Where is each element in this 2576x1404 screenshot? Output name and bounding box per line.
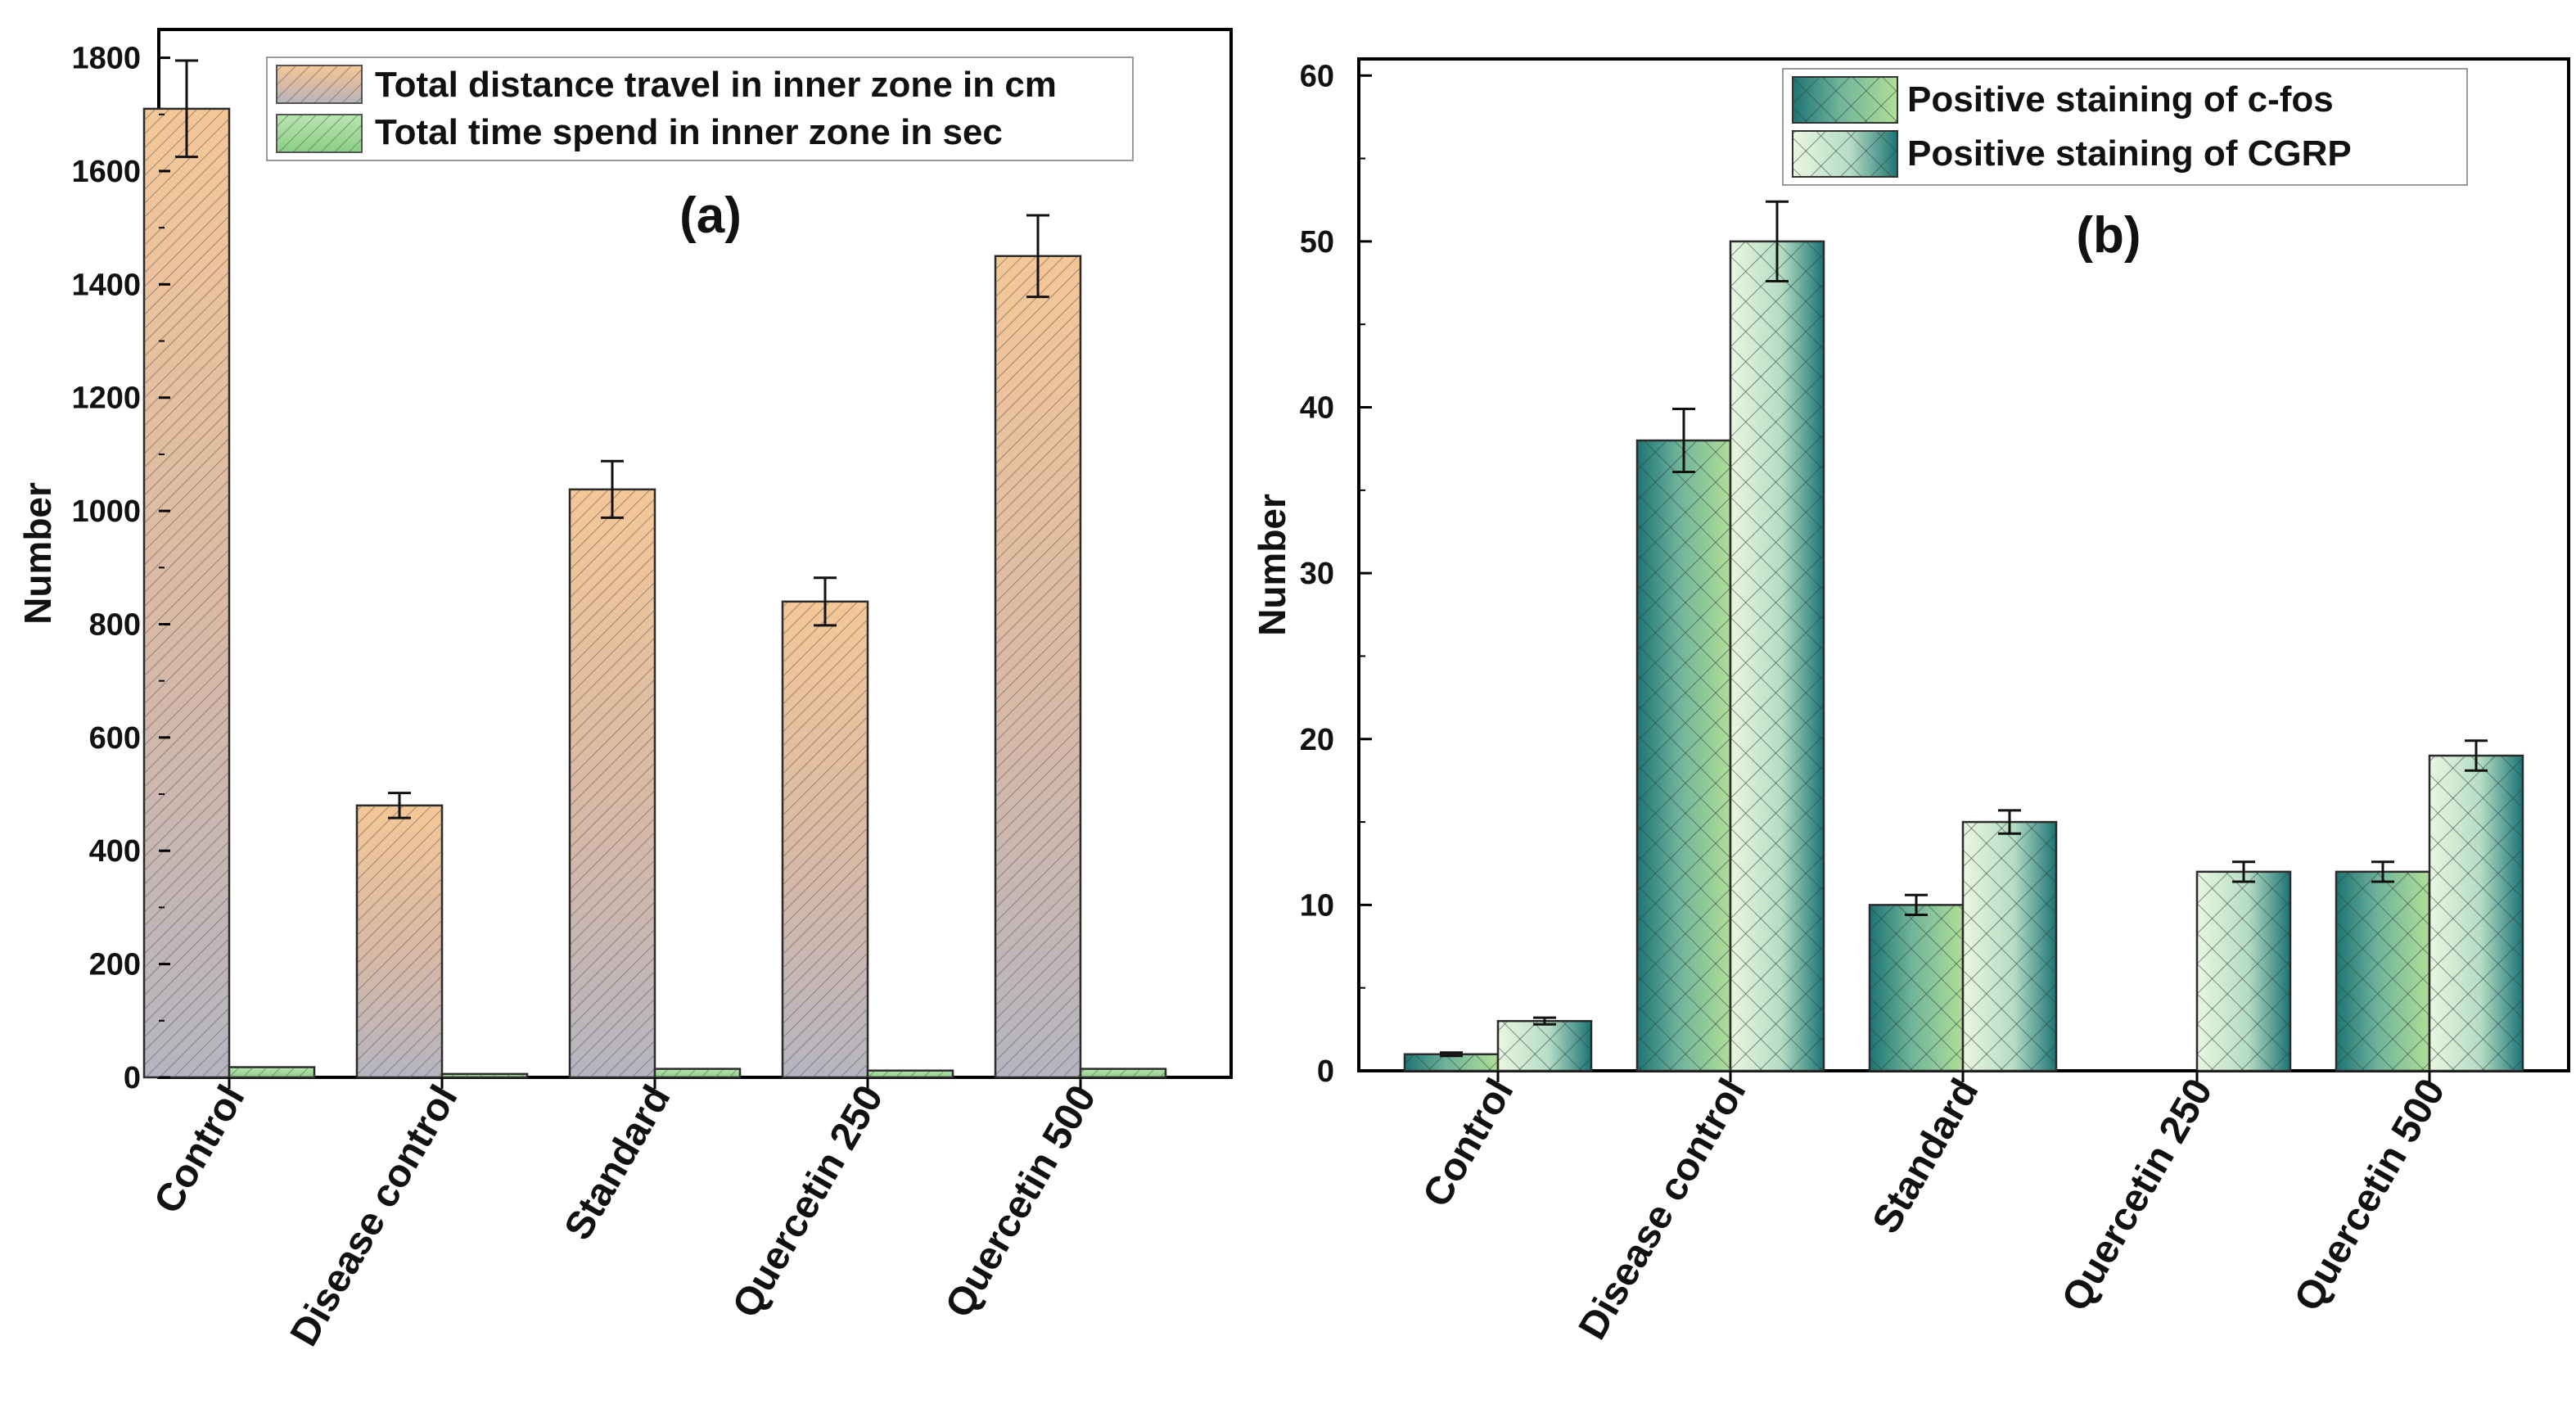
bar-total-time-spend-in-disease-control-hatch [442,1073,527,1077]
bar-positive-staining-of-c-quercetin-500-hatch [2336,871,2429,1071]
legend-label-distance: Total distance travel in inner zone in c… [375,65,1057,105]
bar-total-time-spend-in-quercetin-500-hatch [1080,1068,1166,1077]
legend-swatch-cfos-hatch [1793,77,1897,123]
category-label-disease-control: Disease control [282,1078,467,1353]
bar-positive-staining-of-cgrp-quercetin-250-hatch [2197,871,2290,1071]
legend-label-cgrp: Positive staining of CGRP [1907,133,2352,174]
category-label-quercetin-250: Quercetin 250 [724,1078,892,1325]
y-axis-label: Number [1251,494,1293,636]
y-tick-label: 1400 [71,268,141,302]
y-tick-label: 1000 [71,494,141,529]
category-label-quercetin-500: Quercetin 500 [937,1078,1105,1325]
category-label-disease-control: Disease control [1571,1072,1755,1347]
bar-total-distance-travel-in-quercetin-500-hatch [995,255,1080,1078]
y-tick-label: 800 [89,607,141,642]
panel-b: 0 10 20 30 40 50 60 Control Disease control Stan… [1251,57,2570,1347]
legend: Positive staining of c-fos Positive stai… [1782,68,2468,186]
y-tick-label: 0 [1317,1054,1334,1089]
y-tick-label: 50 [1300,225,1334,260]
legend-frame [266,56,1134,161]
bar-positive-staining-of-cgrp-quercetin-500-hatch [2429,756,2523,1071]
bar-total-distance-travel-in-disease-control-hatch [357,805,442,1077]
bar-total-time-spend-in-control-hatch [229,1067,314,1077]
y-tick-label: 60 [1300,59,1334,93]
category-label-control: Control [146,1078,253,1221]
legend-label-cfos: Positive staining of c-fos [1907,79,2334,120]
bar-positive-staining-of-c-standard-hatch [1870,905,1963,1071]
bar-positive-staining-of-c-disease-control-hatch [1637,440,1730,1071]
y-tick-label: 40 [1300,391,1334,426]
panel-a: 0 200 400 600 800 1000 1200 1400 1600 1800 Contro… [16,28,1233,1353]
category-label-standard: Standard [557,1078,679,1248]
y-tick-label: 600 [89,721,141,756]
category-label-standard: Standard [1865,1072,1987,1241]
bar-positive-staining-of-cgrp-disease-control-hatch [1730,241,1824,1071]
y-tick-label: 0 [124,1061,141,1095]
category-label-control: Control [1414,1072,1522,1214]
bar-positive-staining-of-cgrp-standard-hatch [1963,822,2056,1071]
y-tick-label: 200 [89,948,141,982]
legend-label-time: Total time spend in inner zone in sec [375,112,1003,152]
bar-positive-staining-of-cgrp-control-hatch [1498,1021,1591,1071]
legend-swatch-time-hatch [277,115,362,152]
legend-swatch-cgrp-hatch [1793,131,1897,177]
bar-total-time-spend-in-standard-hatch [655,1068,740,1077]
category-label-quercetin-250: Quercetin 250 [2054,1072,2222,1318]
y-tick-label: 1600 [71,155,141,189]
y-tick-label: 400 [89,834,141,869]
bar-positive-staining-of-c-control-hatch [1405,1054,1498,1071]
panel-label: (b) [2076,207,2141,264]
y-tick-label: 10 [1300,888,1334,923]
legend-swatch-distance-hatch [277,65,362,103]
y-axis-label: Number [16,482,59,625]
bar-total-distance-travel-in-standard-hatch [570,489,655,1077]
bar-total-distance-travel-in-quercetin-250-hatch [783,601,868,1077]
category-label-quercetin-500: Quercetin 500 [2286,1072,2454,1318]
y-tick-label: 20 [1300,723,1334,757]
y-tick-label: 1200 [71,381,141,416]
bar-total-distance-travel-in-control-hatch [144,108,229,1077]
y-tick-label: 30 [1300,557,1334,591]
legend: Total distance travel in inner zone in c… [266,56,1134,161]
panel-label: (a) [679,187,742,244]
y-tick-label: 1800 [71,42,141,76]
bar-total-time-spend-in-quercetin-250-hatch [868,1070,953,1077]
